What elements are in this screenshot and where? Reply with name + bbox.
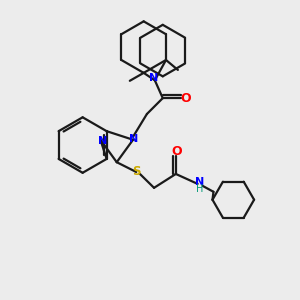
Text: N: N xyxy=(195,177,204,187)
Text: N: N xyxy=(149,73,158,83)
Text: O: O xyxy=(172,145,182,158)
Text: S: S xyxy=(132,166,140,178)
Text: H: H xyxy=(196,184,203,194)
Text: N: N xyxy=(98,136,107,146)
Text: N: N xyxy=(129,134,139,144)
Text: O: O xyxy=(180,92,191,105)
